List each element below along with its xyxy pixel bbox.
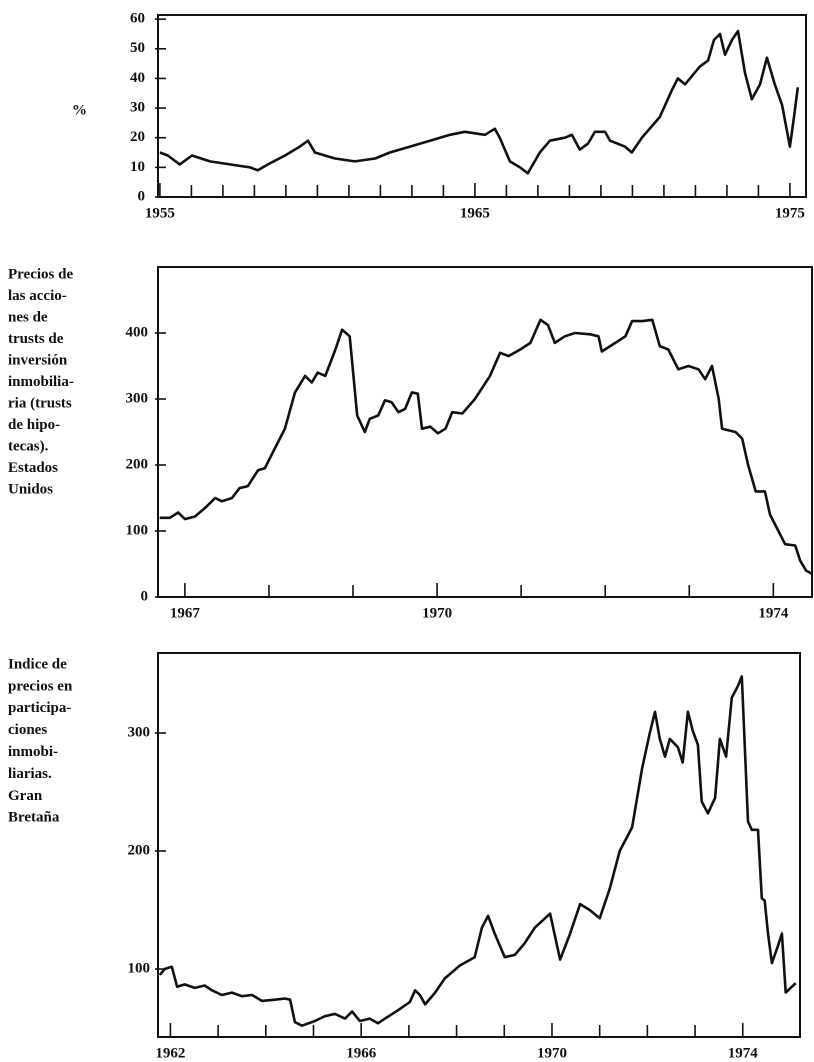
x-tick-label: 1966	[346, 1045, 377, 1061]
y-axis-label: liarias.	[8, 766, 52, 782]
y-axis-label: Precios de	[8, 266, 73, 282]
y-tick-label: 20	[130, 129, 145, 145]
y-axis-label: de hipo-	[8, 417, 60, 433]
plot-frame	[157, 652, 801, 1038]
data-line	[159, 318, 813, 576]
x-tick-label: 1975	[775, 205, 805, 221]
y-tick-label: 60	[130, 11, 145, 27]
y-axis-label: inversión	[8, 352, 68, 368]
y-tick-label: 200	[128, 842, 151, 858]
y-tick-label: 400	[126, 324, 149, 340]
y-axis-label: Estados	[8, 460, 58, 476]
y-axis-label: Unidos	[8, 481, 53, 497]
plot-frame	[157, 266, 813, 598]
y-axis-label: %	[72, 102, 87, 118]
x-tick-label: 1970	[537, 1045, 567, 1061]
y-axis-label: las accio-	[8, 288, 67, 304]
y-axis-label: nes de	[8, 309, 48, 325]
y-tick-label: 200	[126, 456, 149, 472]
y-axis-label: Bretaña	[8, 810, 60, 826]
data-line	[159, 29, 800, 175]
y-tick-label: 0	[138, 188, 146, 204]
x-tick-label: 1974	[728, 1045, 759, 1061]
y-tick-label: 300	[128, 724, 151, 740]
x-tick-label: 1955	[145, 205, 175, 221]
y-axis-label: inmobi-	[8, 744, 58, 760]
y-tick-label: 30	[130, 100, 145, 116]
y-tick-label: 50	[130, 40, 145, 56]
y-axis-label: inmobilia-	[8, 374, 74, 390]
y-axis-label: ria (trusts	[8, 395, 72, 411]
y-tick-label: 0	[141, 588, 149, 604]
x-tick-label: 1974	[758, 605, 789, 621]
x-tick-label: 1965	[460, 205, 490, 221]
y-axis-label: trusts de	[8, 331, 64, 347]
plot-frame	[157, 14, 807, 198]
y-axis-label: Gran	[8, 788, 43, 804]
x-tick-label: 1967	[170, 605, 201, 621]
x-tick-label: 1962	[155, 1045, 185, 1061]
y-axis-label: precios en	[8, 678, 73, 694]
y-tick-label: 40	[130, 70, 145, 86]
y-tick-label: 10	[130, 159, 145, 175]
y-axis-label: Indice de	[8, 656, 67, 672]
x-tick-label: 1970	[422, 605, 452, 621]
y-tick-label: 100	[128, 960, 151, 976]
y-axis-label: participa-	[8, 700, 71, 716]
y-tick-label: 300	[126, 390, 149, 406]
data-line	[158, 675, 797, 1027]
y-tick-label: 100	[126, 522, 149, 538]
y-axis-label: ciones	[8, 722, 47, 738]
y-axis-label: tecas).	[8, 438, 49, 454]
